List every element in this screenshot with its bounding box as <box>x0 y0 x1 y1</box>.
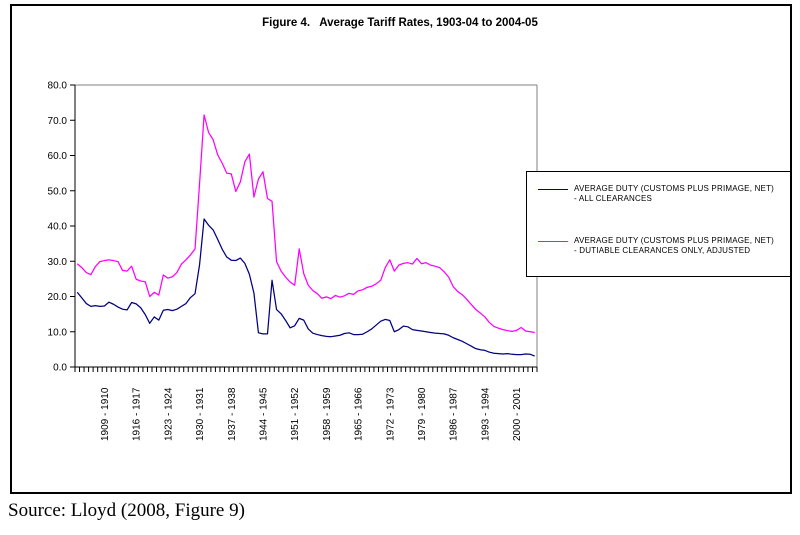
y-tick-label: 20.0 <box>48 292 68 303</box>
legend-label-dutiable-only: AVERAGE DUTY (CUSTOMS PLUS PRIMAGE, NET)… <box>574 236 775 255</box>
x-tick-label: 1979 - 1980 <box>417 387 428 441</box>
x-tick-label: 1909 - 1910 <box>100 387 111 441</box>
chart-title: Figure 4. Average Tariff Rates, 1903-04 … <box>262 17 538 29</box>
y-tick-label: 50.0 <box>48 186 68 197</box>
y-tick-label: 60.0 <box>48 151 68 162</box>
source-note: Source: Lloyd (2008, Figure 9) <box>8 500 245 521</box>
x-tick-label: 1916 - 1917 <box>132 387 143 441</box>
legend-line-sample-dutiable-only <box>538 241 568 242</box>
y-tick-label: 10.0 <box>48 327 68 338</box>
legend-item-all-clearances: AVERAGE DUTY (CUSTOMS PLUS PRIMAGE, NET)… <box>538 184 779 204</box>
x-tick-label: 1930 - 1931 <box>195 387 206 441</box>
y-tick-label: 30.0 <box>48 257 68 268</box>
series-line-dutiable-only <box>76 114 535 334</box>
y-tick-label: 40.0 <box>48 222 68 233</box>
legend-line-sample-all-clearances <box>538 189 568 190</box>
x-tick-label: 1944 - 1945 <box>258 387 269 441</box>
x-tick-label: 1972 - 1973 <box>385 387 396 441</box>
x-tick-label: 1923 - 1924 <box>163 387 174 441</box>
x-tick-label: 2000 - 2001 <box>512 387 523 441</box>
series-line-all-clearances <box>76 218 535 357</box>
y-tick-label: 80.0 <box>48 81 68 92</box>
x-tick-label: 1958 - 1959 <box>322 387 333 441</box>
y-tick-label: 0.0 <box>53 363 67 374</box>
x-tick-label: 1993 - 1994 <box>480 387 491 441</box>
x-tick-label: 1986 - 1987 <box>449 387 460 441</box>
x-tick-label: 1951 - 1952 <box>290 387 301 441</box>
legend: AVERAGE DUTY (CUSTOMS PLUS PRIMAGE, NET)… <box>526 171 791 277</box>
legend-item-dutiable-only: AVERAGE DUTY (CUSTOMS PLUS PRIMAGE, NET)… <box>538 236 779 256</box>
legend-label-all-clearances: AVERAGE DUTY (CUSTOMS PLUS PRIMAGE, NET)… <box>574 184 775 203</box>
x-tick-label: 1937 - 1938 <box>227 387 238 441</box>
x-tick-label: 1965 - 1966 <box>354 387 365 441</box>
y-tick-label: 70.0 <box>48 116 68 127</box>
